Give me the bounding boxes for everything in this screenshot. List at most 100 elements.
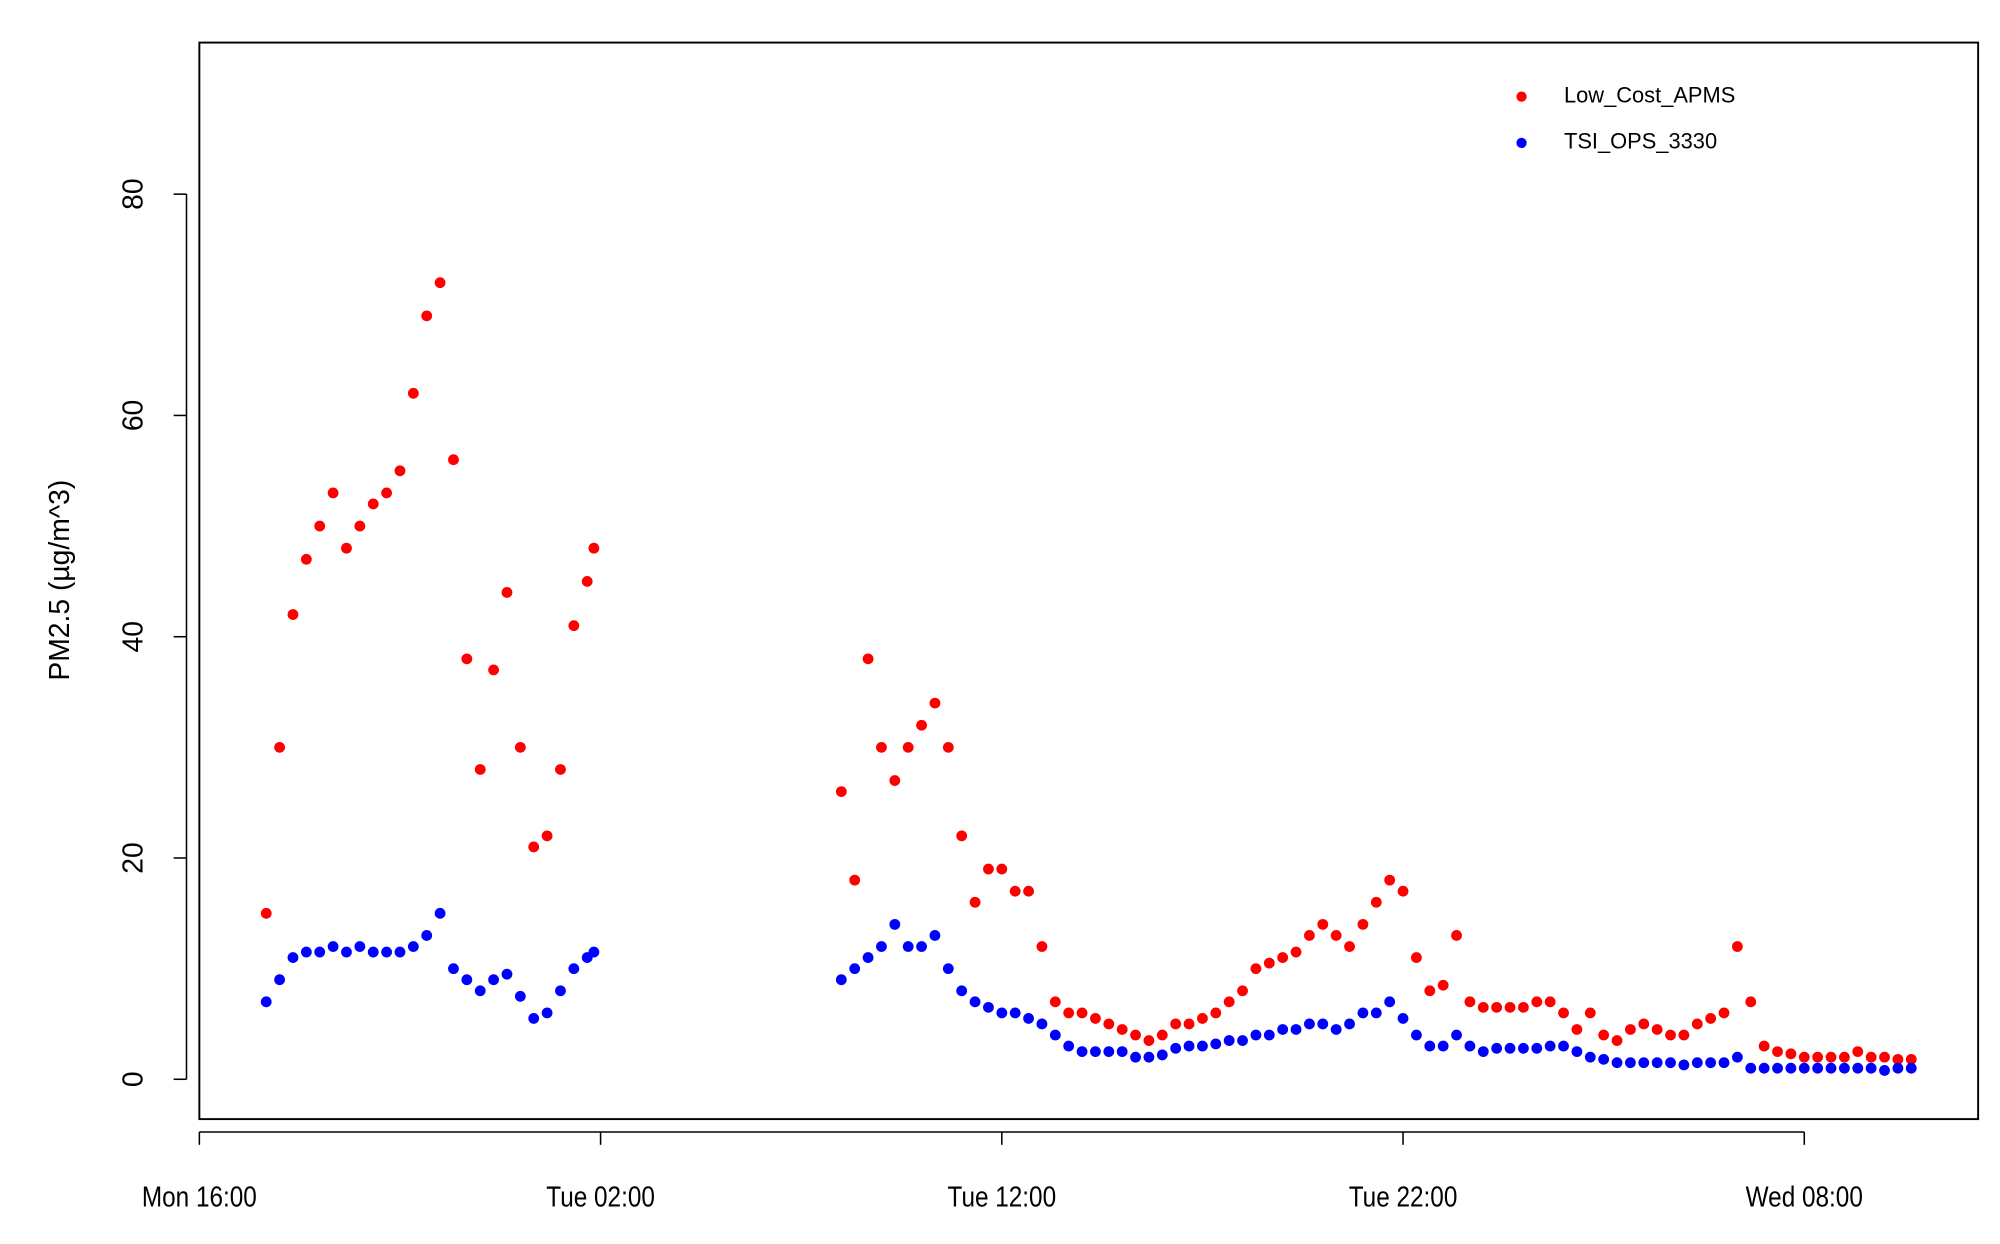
data-point: [1745, 996, 1757, 1008]
legend-marker: [1516, 137, 1527, 149]
data-point: [1678, 1059, 1690, 1071]
data-point: [969, 896, 981, 908]
data-point: [555, 985, 566, 997]
data-point: [327, 487, 339, 499]
data-point: [514, 741, 526, 753]
data-point: [461, 653, 473, 665]
data-point: [1691, 1057, 1703, 1069]
data-point: [1009, 1007, 1021, 1019]
data-point: [1197, 1040, 1208, 1052]
data-point: [849, 963, 861, 975]
data-point: [434, 907, 446, 919]
data-point: [1491, 1001, 1503, 1013]
data-point: [835, 786, 847, 798]
data-point: [1665, 1029, 1676, 1041]
data-point: [1170, 1018, 1182, 1030]
data-point: [381, 946, 392, 958]
data-point: [1531, 1042, 1543, 1054]
data-point: [916, 941, 927, 952]
data-point: [1638, 1057, 1650, 1069]
data-point: [1237, 1035, 1248, 1046]
data-point: [876, 941, 887, 952]
y-tick-label: 40: [117, 621, 149, 652]
data-point: [862, 653, 874, 665]
data-point: [1892, 1062, 1904, 1074]
data-point: [942, 741, 954, 753]
data-point: [1905, 1053, 1917, 1065]
data-point: [1156, 1029, 1168, 1041]
data-point: [1143, 1051, 1155, 1063]
data-point: [1250, 963, 1262, 975]
data-point: [1464, 1040, 1476, 1052]
data-point: [488, 974, 499, 986]
data-point: [407, 387, 419, 399]
x-tick-label: Mon 16:00: [142, 1181, 257, 1213]
data-point: [1584, 1007, 1596, 1019]
data-point: [287, 952, 299, 963]
data-point: [568, 963, 580, 975]
data-point: [581, 575, 593, 587]
data-point: [1852, 1062, 1864, 1074]
data-point: [555, 764, 566, 775]
data-point: [996, 863, 1008, 875]
data-point: [1785, 1048, 1797, 1060]
data-point: [1611, 1057, 1623, 1069]
data-point: [1678, 1029, 1690, 1041]
data-point: [1357, 918, 1369, 930]
legend-label: TSI_OPS_3330: [1564, 129, 1717, 154]
data-point: [1785, 1062, 1797, 1074]
data-point: [541, 830, 553, 842]
data-point: [1103, 1046, 1115, 1058]
data-point: [421, 310, 433, 322]
data-point: [902, 741, 914, 753]
data-point: [474, 985, 486, 997]
data-point: [1263, 1029, 1275, 1041]
data-point: [1384, 996, 1396, 1008]
data-point: [1063, 1007, 1075, 1019]
data-point: [367, 498, 379, 510]
data-point: [1090, 1013, 1101, 1024]
data-point: [1464, 996, 1476, 1008]
data-point: [1638, 1018, 1650, 1030]
data-point: [1812, 1062, 1824, 1074]
data-point: [1531, 996, 1543, 1008]
data-point: [1076, 1007, 1088, 1019]
data-point: [835, 974, 847, 986]
x-tick-label: Wed 08:00: [1746, 1181, 1863, 1213]
data-point: [1049, 1029, 1061, 1041]
data-point: [1250, 1029, 1262, 1041]
data-point: [1063, 1040, 1075, 1052]
data-point: [1370, 1007, 1382, 1019]
data-point: [1049, 996, 1061, 1008]
data-point: [314, 520, 326, 532]
data-point: [394, 946, 406, 958]
data-point: [1023, 885, 1034, 897]
data-point: [461, 974, 473, 986]
data-point: [1210, 1007, 1222, 1019]
data-point: [1611, 1035, 1623, 1046]
data-point: [956, 830, 968, 842]
data-point: [1437, 979, 1449, 991]
data-point: [1009, 885, 1021, 897]
data-point: [942, 963, 954, 975]
data-point: [1090, 1046, 1101, 1058]
data-point: [1705, 1013, 1717, 1024]
data-point: [1223, 996, 1235, 1008]
data-point: [1892, 1053, 1904, 1065]
data-point: [1330, 1024, 1342, 1035]
data-point: [1357, 1007, 1369, 1019]
data-point: [1798, 1051, 1810, 1063]
data-point: [1116, 1046, 1128, 1058]
data-point: [1344, 941, 1355, 952]
data-point: [488, 664, 499, 676]
data-point: [434, 277, 446, 289]
data-point: [1277, 1024, 1289, 1035]
data-point: [983, 1001, 994, 1013]
data-point: [314, 946, 326, 958]
data-point: [1317, 1018, 1329, 1030]
data-point: [849, 874, 861, 886]
data-point: [541, 1007, 553, 1019]
data-point: [1397, 1013, 1409, 1024]
data-point: [1290, 1024, 1302, 1035]
